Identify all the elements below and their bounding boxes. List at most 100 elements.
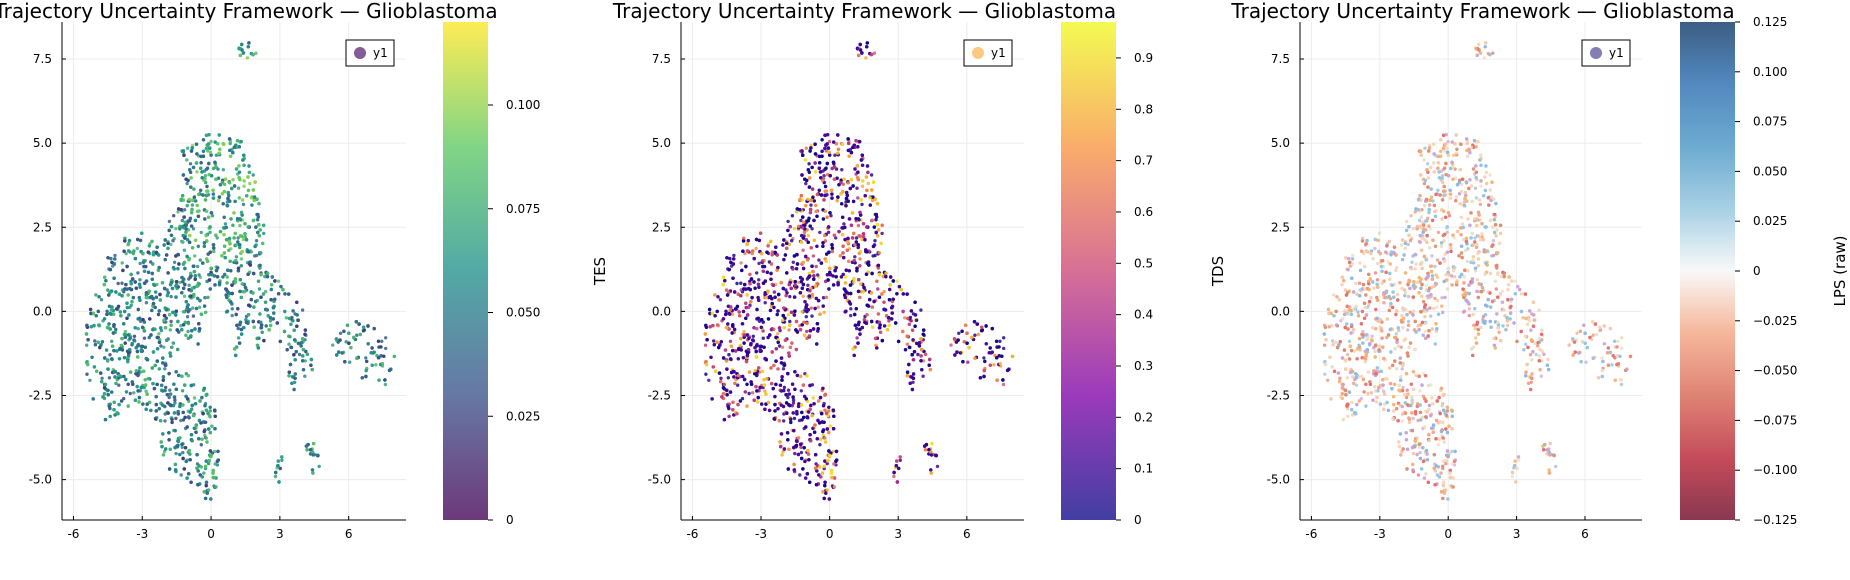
scatter-point [93,343,98,347]
y-tick-label: 5.0 [33,136,52,150]
scatter-point [119,314,123,318]
scatter-point [181,224,185,229]
scatter-point [247,170,252,175]
scatter-point [118,346,122,351]
scatter-point [866,181,870,186]
scatter-point [199,465,203,469]
scatter-point [256,212,260,217]
scatter-point [114,327,118,332]
scatter-point [750,391,755,395]
scatter-point [208,250,212,254]
scatter-point [158,419,163,423]
scatter-point [181,194,185,198]
scatter-point [173,445,177,450]
scatter-point [183,320,187,325]
scatter-point [104,348,109,352]
scatter-point [331,343,335,347]
scatter-point [303,374,307,378]
scatter-point [222,233,226,237]
scatter-point [204,146,208,151]
scatter-point [747,391,751,396]
scatter-point [176,443,180,448]
scatter-point [235,323,239,327]
scatter-point [860,202,864,207]
scatter-point [168,388,172,392]
scatter-point [295,300,299,304]
scatter-point [804,146,808,150]
scatter-point [230,307,234,311]
scatter-point [176,347,180,352]
scatter-point [151,381,155,386]
scatter-point [184,459,188,464]
scatter-point [101,395,105,399]
scatter-point [799,450,804,455]
scatter-point [982,356,986,360]
scatter-point [172,395,177,399]
scatter-point [380,339,384,343]
scatter-point [224,225,228,230]
scatter-point [173,398,177,402]
scatter-point [214,268,219,273]
scatter-point [144,389,148,393]
scatter-point [903,316,907,320]
scatter-point [208,287,212,291]
scatter-point [304,444,309,448]
scatter-point [102,392,107,396]
scatter-point [227,248,231,252]
scatter-point [183,415,187,420]
scatter-point [202,386,206,391]
scatter-point [167,395,171,400]
scatter-point [199,154,203,159]
scatter-point [232,347,237,351]
scatter-point [163,306,167,310]
scatter-point [268,319,273,323]
colorbar-tick-label: 0.025 [506,409,540,423]
scatter-point [300,337,305,341]
scatter-point [799,218,803,223]
scatter-point [227,137,232,141]
scatter-point [181,240,185,244]
scatter-point [109,308,114,312]
scatter-point [147,400,152,405]
scatter-point [212,249,216,254]
scatter-point [191,264,196,268]
scatter-point [287,370,291,374]
y-tick-label: -5.0 [29,473,52,487]
scatter-point [202,471,206,475]
scatter-point [221,202,225,206]
scatter-point [282,329,287,334]
scatter-point [222,244,227,248]
scatter-point [276,292,281,296]
scatter-point [362,328,366,332]
scatter-point [149,333,153,337]
scatter-point [140,231,144,235]
scatter-point [238,322,242,327]
scatter-point [860,184,865,188]
scatter-point [203,496,208,501]
scatter-point [276,464,280,468]
scatter-point [117,373,122,378]
scatter-point [853,255,857,259]
scatter-point [188,452,192,456]
scatter-point [134,286,138,290]
scatter-point [186,321,191,326]
scatter-point [173,401,177,405]
scatter-point [793,451,797,456]
scatter-point [235,217,240,221]
scatter-point [257,201,261,206]
scatter-point [172,411,177,415]
scatter-point [152,283,157,287]
scatter-point [366,342,370,346]
scatter-point [249,297,253,302]
scatter-point [162,313,167,318]
scatter-point [203,198,208,202]
scatter-point [122,356,127,360]
scatter-point [194,423,198,427]
scatter-point [856,196,860,200]
scatter-point [259,320,263,324]
scatter-point [114,381,118,386]
scatter-point [94,314,98,318]
scatter-point [210,424,214,428]
scatter-point [275,321,279,325]
scatter-point [124,377,128,382]
